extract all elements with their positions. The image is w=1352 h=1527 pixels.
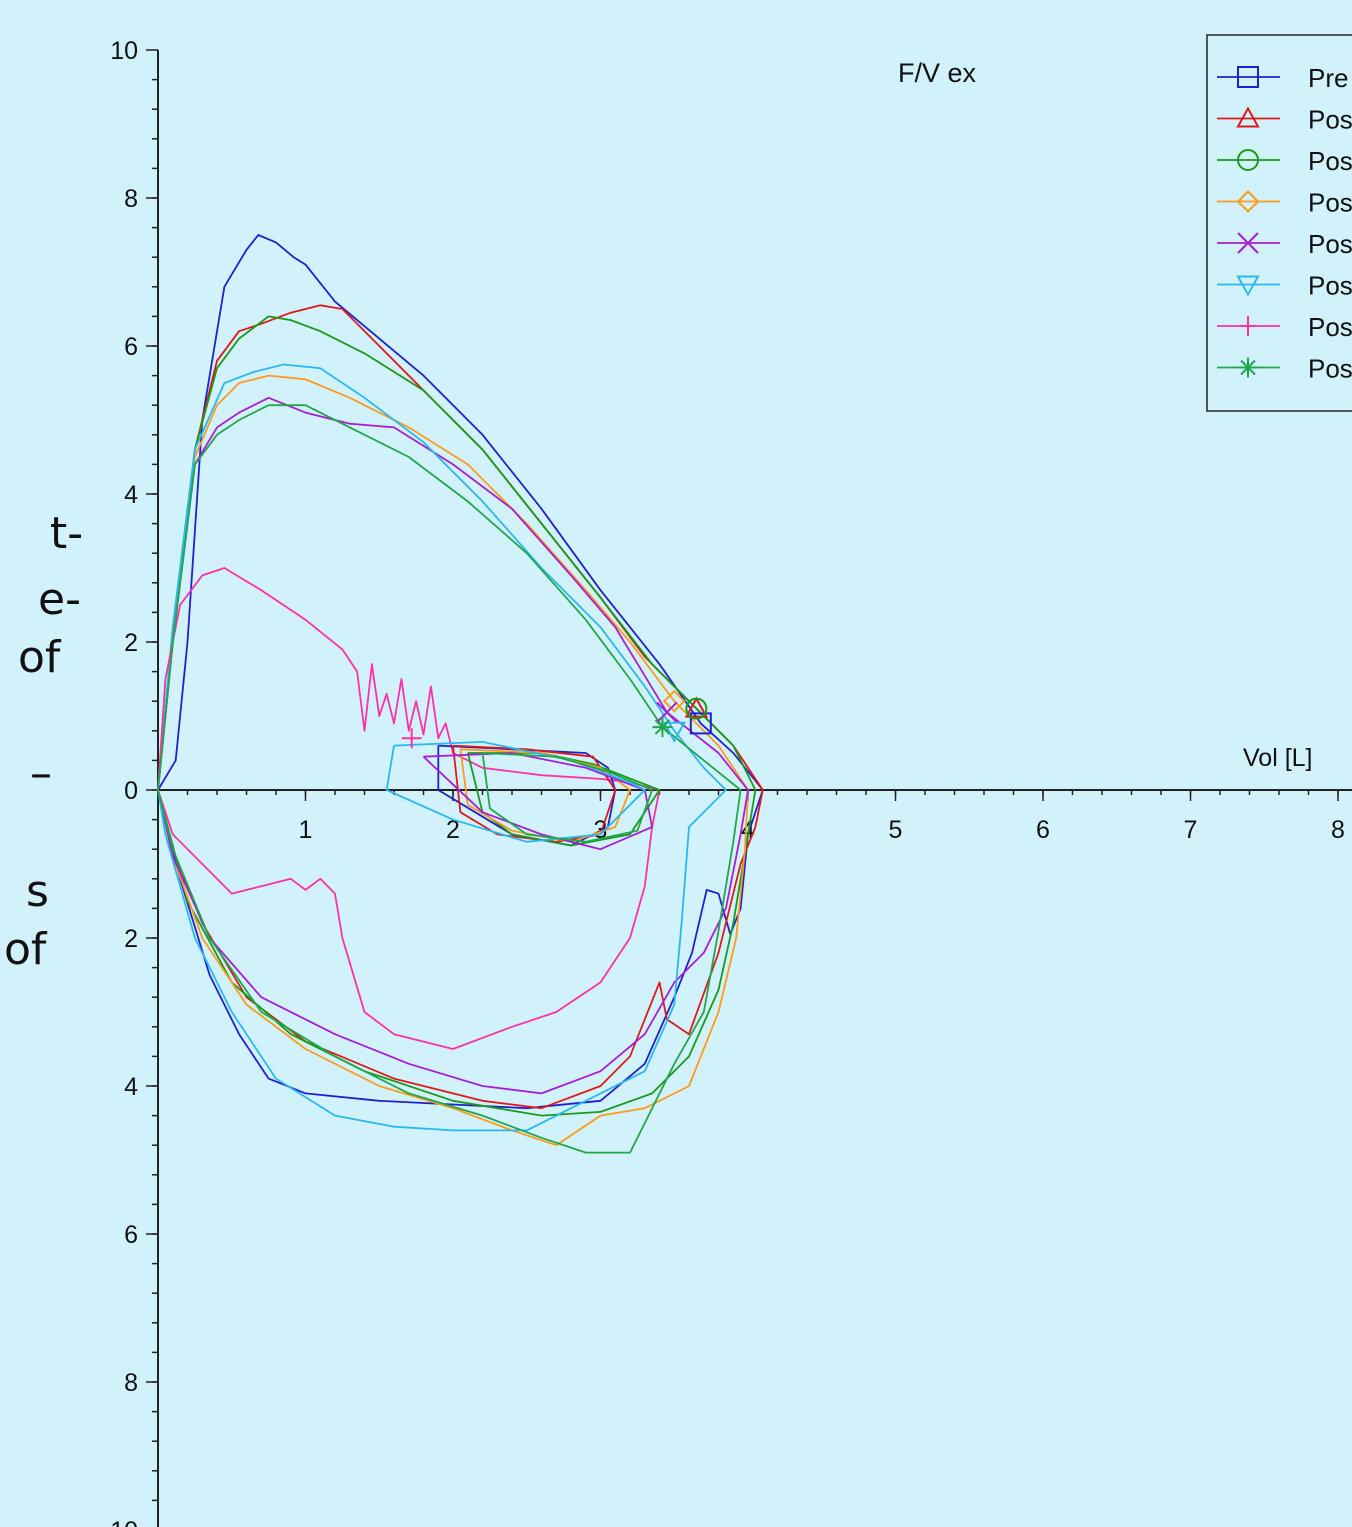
cropped-slide-text: t-e-of – s of (4, 508, 83, 975)
y-tick-label: 2 (124, 629, 138, 657)
y-tick-label: 4 (124, 481, 138, 509)
side-text-fragment: e- (38, 574, 81, 625)
series-marker (1236, 275, 1260, 297)
y-tick-label: 10 (110, 1517, 138, 1527)
series-marker (662, 721, 686, 743)
series-curve (157, 363, 727, 1132)
tidal-loop (481, 752, 653, 843)
legend-label: Post (1308, 146, 1352, 176)
legend-entry: Post (1217, 188, 1352, 218)
tidal-loop (422, 752, 653, 851)
series-marker (662, 689, 686, 713)
side-text-fragment: of (18, 632, 62, 683)
tidal-loop (385, 741, 646, 843)
x-axis-title: Vol [L] (1243, 744, 1313, 772)
side-text-fragment: of (4, 924, 48, 975)
series-marker (401, 728, 422, 749)
series-curve (157, 567, 661, 1050)
series-marker (1237, 232, 1259, 254)
chart-title: F/V ex (898, 58, 977, 88)
legend-entry: Post (1217, 229, 1352, 259)
y-tick-label: 2 (124, 925, 138, 953)
series-markers (401, 689, 712, 749)
series-curves (157, 234, 764, 1154)
legend-label: Post (1308, 354, 1352, 384)
series-marker (1238, 357, 1258, 378)
side-text-fragment: s (26, 866, 49, 917)
legend-label: Post (1308, 271, 1352, 301)
legend-entry: Post (1217, 146, 1352, 176)
side-text-fragment: – (30, 748, 52, 799)
legend-entry: Post (1217, 354, 1352, 384)
series-marker (1237, 149, 1259, 171)
legend-box (1206, 34, 1352, 412)
series-marker (656, 701, 678, 724)
legend-label: Post (1308, 312, 1352, 342)
x-tick-label: 8 (1331, 816, 1345, 844)
x-tick-label: 7 (1184, 816, 1198, 844)
legend-label: Post (1308, 188, 1352, 218)
legend-label: Post (1308, 105, 1352, 135)
x-tick-label: 5 (889, 816, 903, 844)
series-curve (157, 404, 742, 1154)
y-tick-label: 6 (124, 1221, 138, 1249)
y-tick-label: 8 (124, 1369, 138, 1397)
series-marker (684, 696, 709, 718)
x-tick-label: 6 (1036, 816, 1050, 844)
series-marker (685, 697, 708, 720)
series-marker (689, 712, 712, 735)
legend-entry: Post (1217, 312, 1352, 342)
legend-label: Pre (1308, 63, 1348, 93)
series-marker (1236, 190, 1260, 213)
series-curve (157, 315, 757, 1117)
series-curve (157, 234, 764, 1110)
x-tick-label: 2 (446, 816, 460, 844)
series-marker (652, 717, 673, 738)
legend-entry: Pre (1217, 63, 1348, 93)
side-text-fragment: t- (50, 508, 83, 559)
y-tick-label: 4 (124, 1073, 138, 1101)
series-marker (1237, 66, 1259, 88)
series-marker (1238, 316, 1258, 336)
legend-entry: Post (1217, 105, 1352, 135)
y-tick-label: 0 (124, 777, 138, 805)
y-tick-label: 6 (124, 333, 138, 361)
y-tick-label: 10 (110, 37, 138, 65)
series-curve (157, 396, 749, 1095)
x-tick-label: 1 (299, 816, 313, 844)
legend-entry: Post (1217, 271, 1352, 301)
legend-label: Post (1308, 229, 1352, 259)
series-marker (1236, 106, 1260, 128)
legend: Pre Post Post Post Post Post Post Post (1206, 34, 1352, 412)
y-tick-label: 8 (124, 185, 138, 213)
axis-ticks: 108642024681012345678 (110, 37, 1345, 1527)
